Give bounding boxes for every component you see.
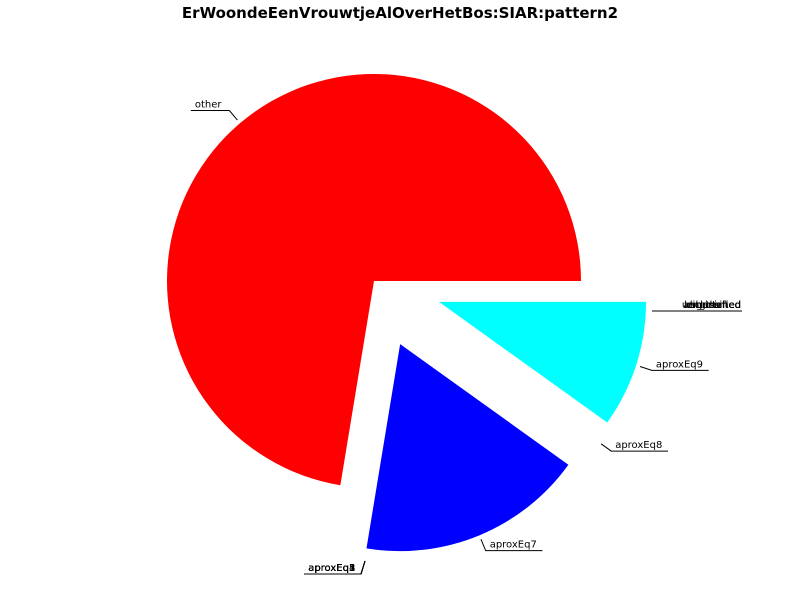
slice-label-shortened: shortened [690, 300, 741, 311]
slice-label-other: other [195, 100, 223, 111]
pie-labels: other aproxEq7 aproxEq8 aproxEq9 aproxEq1apr… [190, 100, 742, 575]
slice-label-aproxeq9-leader [639, 366, 709, 371]
slice-label-aproxeq2: aproxEq2 [308, 563, 355, 574]
slice-label-other-leader [190, 110, 238, 121]
slice-label-aproxeq9: aproxEq9 [656, 359, 703, 370]
pie-slice-other [166, 74, 581, 486]
slice-label-aproxeq1: aproxEq1 [308, 563, 355, 574]
slice-label-augmented: augmented [684, 300, 741, 311]
pie-slices [166, 74, 647, 552]
slice-label-aproxeq7-leader [480, 538, 543, 552]
slice-label-aproxeq4: aproxEq4 [308, 563, 355, 574]
slice-label-aproxeq3: aproxEq3 [308, 563, 355, 574]
slice-label-lengthened: lengthened [684, 300, 741, 311]
pie-slice-aproxeq9 [439, 301, 647, 423]
slice-label-aproxeq5-leader [304, 560, 366, 575]
slice-label-aproxeq7: aproxEq7 [490, 540, 537, 551]
slice-label-aproxeq8: aproxEq8 [615, 440, 662, 451]
pie-slice-aproxeq7 [366, 344, 569, 552]
chart-title: ErWoondeEenVrouwtjeAlOverHetBos:SIAR:pat… [182, 4, 618, 22]
slice-label-aproxeq8-leader [600, 443, 669, 452]
slice-label-unclassified: unclassified [682, 300, 741, 311]
slice-label-aproxeq5: aproxEq5 [308, 563, 355, 574]
slice-label-diminished: diminished [686, 300, 741, 311]
